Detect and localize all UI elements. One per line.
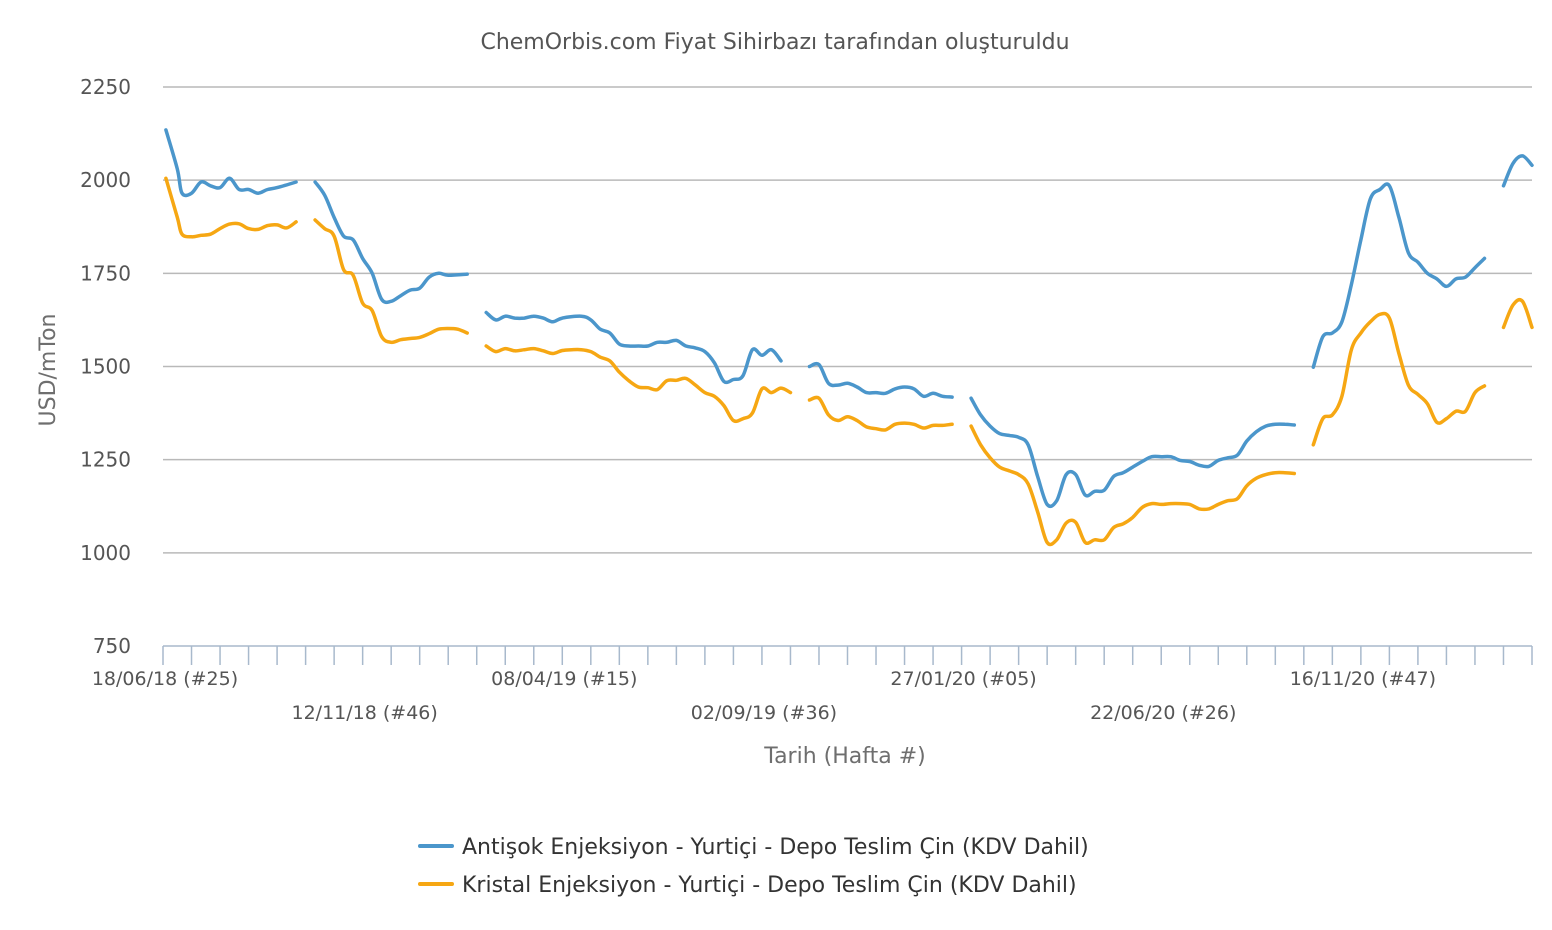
series-2-line-segment-7 [1501, 297, 1534, 330]
series-1 [164, 128, 1534, 509]
x-tick-label: 02/09/19 (#36) [691, 702, 837, 724]
series-2-line-segment-5 [969, 424, 1297, 547]
y-tick-label: 1000 [80, 541, 131, 565]
legend: Antişok Enjeksiyon - Yurtiçi - Depo Tesl… [418, 835, 1089, 898]
series-1-line-segment-7 [1501, 154, 1534, 188]
y-tick-label: 2250 [80, 75, 131, 99]
series-2-line-segment-4 [807, 395, 954, 432]
y-axis-title: USD/mTon [36, 314, 61, 427]
series-1-line-segment-3 [484, 310, 783, 385]
y-axis-ticks: 750 1000 1250 1500 1750 2000 2250 [80, 75, 131, 658]
x-axis: 18/06/18 (#25) 12/11/18 (#46) 08/04/19 (#1… [92, 645, 1533, 724]
series-2-line-segment-1 [164, 176, 298, 239]
series-1-line-segment-4 [807, 361, 954, 399]
x-tick-label: 22/06/20 (#26) [1090, 702, 1236, 724]
series-2 [164, 176, 1534, 547]
series-1-line-segment-2 [313, 180, 469, 305]
legend-item-2[interactable]: Kristal Enjeksiyon - Yurtiçi - Depo Tesl… [418, 873, 1077, 898]
series-1-line-segment-6 [1311, 182, 1487, 369]
y-tick-label: 2000 [80, 168, 131, 192]
legend-label: Antişok Enjeksiyon - Yurtiçi - Depo Tesl… [462, 835, 1089, 860]
x-tick-label: 08/04/19 (#15) [491, 668, 637, 690]
legend-item-1[interactable]: Antişok Enjeksiyon - Yurtiçi - Depo Tesl… [418, 835, 1089, 860]
series-2-line-segment-2 [313, 218, 469, 345]
y-tick-label: 1500 [80, 355, 131, 379]
y-tick-label: 1250 [80, 448, 131, 472]
series-1-line-segment-1 [164, 128, 298, 198]
x-tick-label: 27/01/20 (#05) [890, 668, 1036, 690]
series-2-line-segment-3 [484, 344, 793, 424]
grid-layer [163, 86, 1532, 554]
series-1-line-segment-5 [969, 396, 1297, 509]
y-tick-label: 750 [93, 634, 131, 658]
y-tick-label: 1750 [80, 261, 131, 285]
legend-label: Kristal Enjeksiyon - Yurtiçi - Depo Tesl… [462, 873, 1077, 898]
series-layer [164, 128, 1534, 547]
chart-title: ChemOrbis.com Fiyat Sihirbazı tarafından… [480, 30, 1069, 55]
series-2-line-segment-6 [1311, 311, 1487, 447]
x-axis-title: Tarih (Hafta #) [763, 744, 925, 769]
x-tick-label: 16/11/20 (#47) [1290, 668, 1436, 690]
x-tick-label: 12/11/18 (#46) [291, 702, 437, 724]
x-tick-label: 18/06/18 (#25) [92, 668, 238, 690]
